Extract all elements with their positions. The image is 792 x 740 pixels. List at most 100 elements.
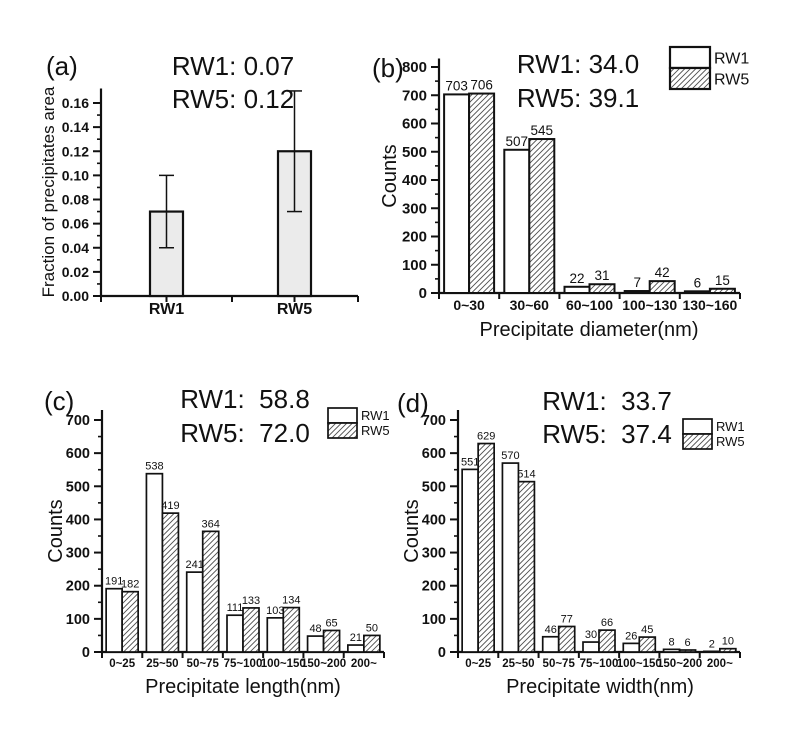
y-tick-label: 300	[422, 546, 446, 562]
y-tick-label: 0	[419, 285, 427, 302]
y-axis-title: Counts	[379, 144, 401, 207]
bar-RW1-0~30	[443, 93, 471, 294]
y-tick-label: 0.08	[62, 192, 89, 208]
value-label: 551	[461, 456, 479, 468]
y-tick-label: 500	[402, 144, 427, 161]
y-tick-label: 400	[66, 512, 90, 528]
annotation-rw5: RW5: 37.4	[542, 419, 672, 449]
value-label: 30	[585, 629, 597, 641]
bar-RW1-30~60	[503, 148, 531, 294]
y-tick-label: 500	[422, 479, 446, 495]
x-category-label: 50~75	[187, 658, 220, 670]
x-category-label: 0~25	[109, 658, 136, 670]
x-category-label: 0~25	[465, 658, 492, 670]
value-label: 42	[655, 265, 670, 280]
y-tick-label: 0	[82, 645, 90, 661]
bar-RW1-200~	[703, 650, 721, 653]
y-tick-label: 200	[422, 579, 446, 595]
x-category-label: 100~150	[261, 658, 306, 670]
value-label: 706	[470, 78, 493, 93]
value-label: 545	[531, 123, 554, 138]
bar-RW1-50~75	[541, 635, 560, 653]
legend-swatch-rw1	[682, 418, 713, 435]
y-tick-label: 0.04	[62, 240, 89, 256]
value-label: 6	[694, 275, 702, 290]
bar-RW5-75~100	[598, 629, 616, 653]
legend-swatch-rw5	[682, 433, 713, 450]
x-category-label: 75~100	[224, 658, 263, 670]
value-label: 65	[325, 617, 337, 629]
y-tick-label: 0.00	[62, 288, 89, 304]
value-label: 45	[641, 624, 653, 636]
x-category-label: 100~130	[622, 297, 677, 313]
panel-label: (c)	[44, 386, 74, 416]
value-label: 15	[715, 273, 730, 288]
bar-RW1-100~150	[266, 617, 285, 653]
value-label: 570	[501, 450, 519, 462]
y-tick-label: 700	[422, 413, 446, 429]
y-axis-title: Counts	[401, 499, 423, 562]
panel-label: (a)	[46, 51, 78, 81]
y-tick-label: 100	[402, 257, 427, 274]
annotation-rw1: RW1: 58.8	[180, 384, 310, 414]
x-category-label: 200~	[351, 658, 377, 670]
annotation-rw1: RW1: 33.7	[542, 386, 672, 416]
bar-RW1-100~150	[622, 642, 641, 653]
annotation-rw1: RW1: 34.0	[517, 49, 639, 79]
legend-label: RW5	[714, 71, 749, 88]
x-category-label: 0~30	[453, 297, 485, 313]
y-tick-label: 600	[66, 446, 90, 462]
value-label: 10	[722, 636, 734, 648]
y-tick-label: 300	[402, 200, 427, 217]
bar-RW1-75~100	[582, 641, 600, 653]
bar-RW5-100~150	[282, 606, 301, 653]
bar-RW5-60~100	[588, 283, 616, 294]
y-tick-label: 600	[422, 446, 446, 462]
y-tick-label: 0.16	[62, 95, 89, 111]
x-category-label: 50~75	[543, 658, 576, 670]
bar-RW1-0~25	[461, 468, 479, 653]
y-tick-label: 200	[402, 229, 427, 246]
bar-RW1-75~100	[226, 614, 244, 653]
value-label: 514	[517, 469, 535, 481]
value-label: 111	[227, 602, 244, 614]
value-label: 241	[186, 559, 204, 571]
value-label: 103	[266, 605, 284, 617]
bar-RW1-100~130	[623, 290, 651, 294]
value-label: 629	[477, 431, 495, 443]
value-label: 419	[161, 500, 179, 512]
x-category-label: 200~	[707, 658, 733, 670]
value-label: 48	[309, 623, 321, 635]
legend-swatch-rw1	[327, 407, 358, 424]
bar-RW5-0~25	[121, 590, 139, 653]
panel-label: (b)	[372, 53, 404, 83]
x-category-label: 30~60	[510, 297, 550, 313]
legend-label: RW1	[714, 50, 749, 67]
legend-swatch-rw1	[668, 45, 712, 70]
y-tick-label: 100	[66, 612, 90, 628]
bar-RW5-150~200	[678, 649, 697, 653]
bar-RW5-50~75	[557, 625, 576, 653]
annotation-rw5: RW5: 39.1	[517, 83, 639, 113]
legend-label: RW1	[361, 408, 390, 423]
value-label: 7	[633, 275, 641, 290]
value-label: 21	[350, 632, 362, 644]
bar-RW5-75~100	[242, 607, 260, 653]
bar-RW5-0~30	[468, 92, 496, 295]
y-axis-title: Counts	[45, 499, 67, 562]
y-tick-label: 300	[66, 546, 90, 562]
x-axis-title: Precipitate length(nm)	[145, 676, 341, 698]
y-tick-label: 0.12	[62, 143, 89, 159]
x-category-label: 150~200	[301, 658, 346, 670]
y-tick-label: 400	[422, 512, 446, 528]
value-label: 191	[105, 576, 123, 588]
x-axis-title: Precipitate diameter(nm)	[480, 319, 699, 341]
value-label: 507	[506, 134, 529, 149]
x-axis-title: Precipitate width(nm)	[506, 676, 694, 698]
bar-RW1-0~25	[105, 587, 123, 653]
bar-RW1-50~75	[185, 571, 204, 653]
x-category-label: 100~150	[617, 658, 662, 670]
